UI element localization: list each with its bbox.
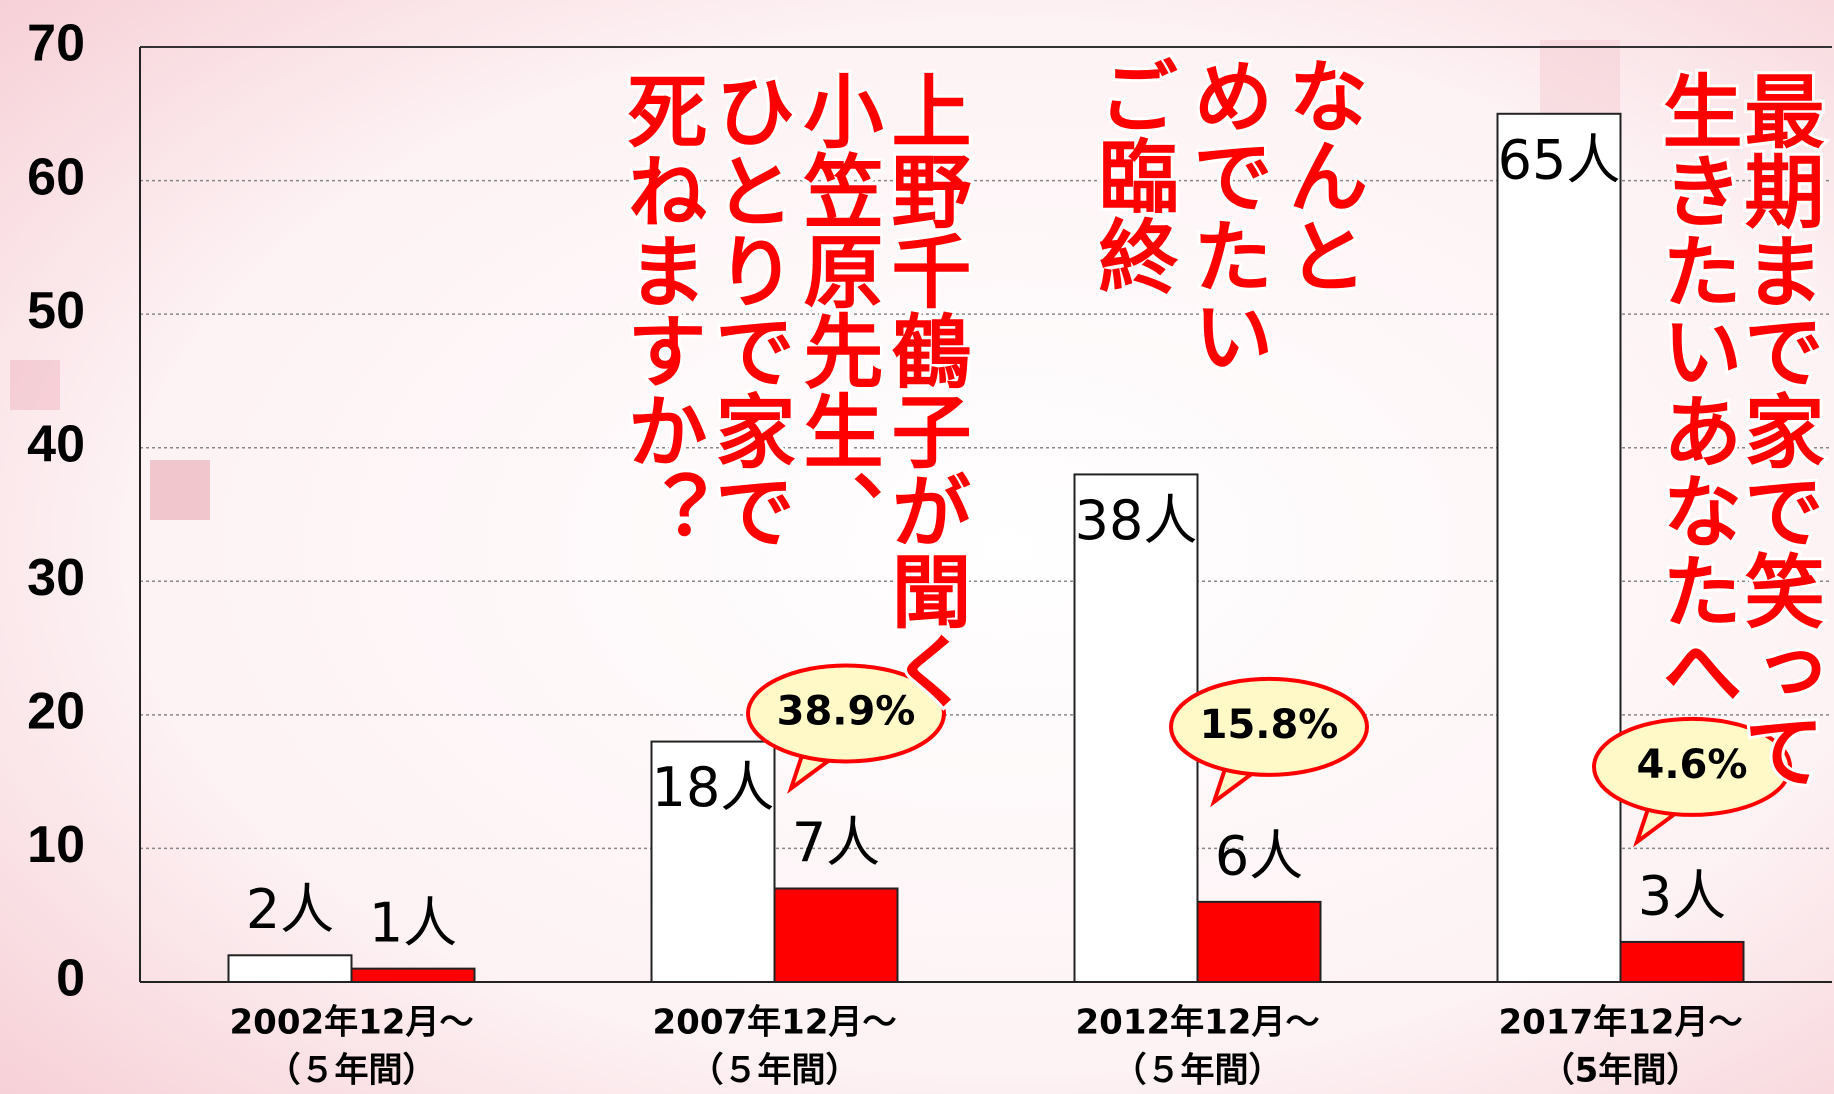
callout-bubble <box>1169 676 1369 777</box>
y-tick-label: 40 <box>27 415 85 473</box>
x-tick-note: （5年間） <box>1541 1051 1701 1091</box>
x-tick-label: 2017年12月～ <box>1499 1003 1743 1043</box>
annotation: 小笠原先生、 <box>791 70 884 550</box>
callout-bubble <box>1592 716 1792 817</box>
bar <box>1496 112 1622 984</box>
x-tick-label: 2002年12月～ <box>230 1003 474 1043</box>
x-tick-label: 2012年12月～ <box>1076 1003 1320 1043</box>
value-label: 38人 <box>1075 489 1198 552</box>
bar <box>773 887 899 983</box>
decoration <box>150 460 210 520</box>
y-tick-label: 70 <box>27 15 85 73</box>
x-tick-label: 2007年12月～ <box>653 1003 897 1043</box>
value-label: 3人 <box>1638 865 1726 928</box>
y-tick-label: 20 <box>27 683 85 741</box>
ratio-label: 15.8% <box>1200 702 1339 748</box>
annotation: なんと <box>1276 55 1369 295</box>
value-label: 18人 <box>652 756 775 819</box>
annotation: 生きたいあなたへ <box>1650 70 1743 710</box>
annotation: ご臨終 <box>1086 55 1179 295</box>
value-label: 1人 <box>369 891 457 954</box>
annotation: めでたい <box>1181 55 1274 375</box>
y-tick-label: 50 <box>27 282 85 340</box>
decoration <box>1540 40 1620 120</box>
y-tick-label: 0 <box>56 950 85 1008</box>
annotation: ひとりで家で <box>703 70 796 550</box>
bar <box>227 954 353 983</box>
x-tick-note: （５年間） <box>267 1051 437 1091</box>
annotation: 死ねますか？ <box>615 70 708 550</box>
bar <box>650 740 776 983</box>
annotation: 最期まで家で笑って <box>1732 70 1825 790</box>
x-tick-note: （５年間） <box>690 1051 860 1091</box>
value-label: 2人 <box>246 878 334 941</box>
ratio-label: 38.9% <box>777 689 916 735</box>
annotation: 上野千鶴子が聞く <box>879 70 972 710</box>
callout-bubble <box>746 663 946 764</box>
bar <box>1196 900 1322 983</box>
y-tick-label: 60 <box>27 148 85 206</box>
bar <box>350 967 476 984</box>
y-tick-label: 30 <box>27 549 85 607</box>
decoration <box>10 360 60 410</box>
y-tick-label: 10 <box>27 816 85 874</box>
value-label: 7人 <box>792 811 880 874</box>
x-tick-note: （５年間） <box>1113 1051 1283 1091</box>
value-label: 6人 <box>1215 824 1303 887</box>
ratio-label: 4.6% <box>1637 742 1748 788</box>
value-label: 65人 <box>1498 128 1621 191</box>
bar <box>1619 940 1745 984</box>
